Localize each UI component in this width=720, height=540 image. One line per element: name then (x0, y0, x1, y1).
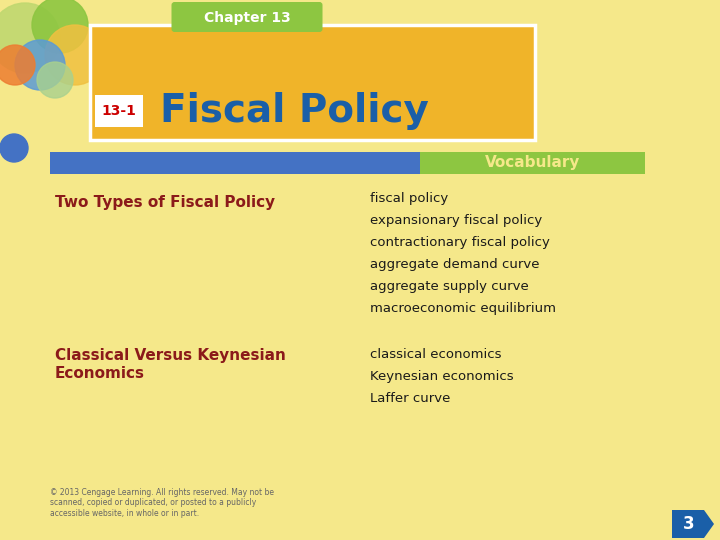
Circle shape (37, 62, 73, 98)
FancyBboxPatch shape (95, 95, 143, 127)
Text: 3: 3 (683, 515, 695, 533)
Text: Laffer curve: Laffer curve (370, 392, 451, 405)
Circle shape (0, 3, 60, 73)
Text: fiscal policy: fiscal policy (370, 192, 449, 205)
Circle shape (32, 0, 88, 53)
Text: Fiscal Policy: Fiscal Policy (160, 92, 429, 130)
FancyBboxPatch shape (420, 152, 645, 174)
FancyBboxPatch shape (171, 2, 323, 32)
Circle shape (0, 45, 35, 85)
Text: contractionary fiscal policy: contractionary fiscal policy (370, 236, 550, 249)
Text: aggregate demand curve: aggregate demand curve (370, 258, 539, 271)
Text: classical economics: classical economics (370, 348, 502, 361)
Polygon shape (672, 510, 714, 538)
Text: Chapter 13: Chapter 13 (204, 11, 290, 25)
Text: aggregate supply curve: aggregate supply curve (370, 280, 528, 293)
FancyBboxPatch shape (90, 25, 535, 140)
Text: macroeconomic equilibrium: macroeconomic equilibrium (370, 302, 556, 315)
Text: Vocabulary: Vocabulary (485, 156, 580, 171)
Text: 13-1: 13-1 (102, 104, 136, 118)
Text: Keynesian economics: Keynesian economics (370, 370, 513, 383)
Circle shape (0, 134, 28, 162)
Circle shape (45, 25, 105, 85)
Text: Two Types of Fiscal Policy: Two Types of Fiscal Policy (55, 195, 275, 210)
Text: © 2013 Cengage Learning. All rights reserved. May not be
scanned, copied or dupl: © 2013 Cengage Learning. All rights rese… (50, 488, 274, 518)
Text: expansionary fiscal policy: expansionary fiscal policy (370, 214, 542, 227)
Text: Classical Versus Keynesian: Classical Versus Keynesian (55, 348, 286, 363)
Circle shape (15, 40, 65, 90)
FancyBboxPatch shape (50, 152, 420, 174)
Text: Economics: Economics (55, 366, 145, 381)
